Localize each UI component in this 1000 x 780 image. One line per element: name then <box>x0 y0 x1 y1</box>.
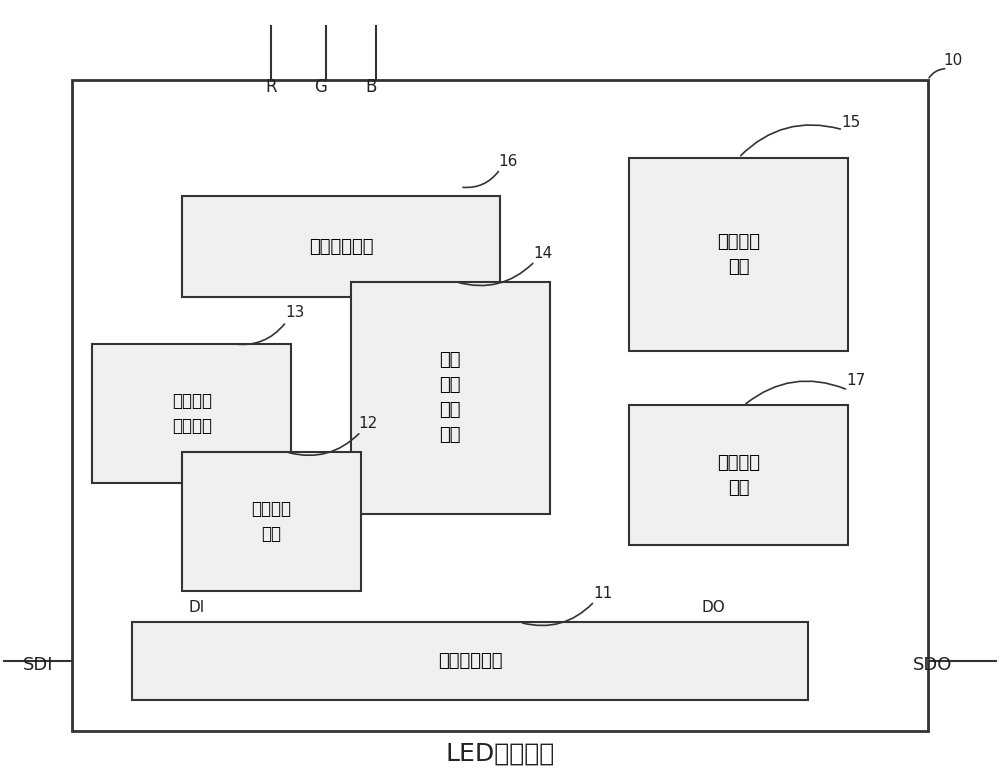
Text: 恒流驱动单元: 恒流驱动单元 <box>309 238 373 256</box>
Text: 10: 10 <box>944 53 963 68</box>
Text: 14: 14 <box>534 246 553 261</box>
FancyBboxPatch shape <box>351 282 550 514</box>
Text: DO: DO <box>702 600 726 615</box>
Text: 12: 12 <box>359 416 378 431</box>
Text: 11: 11 <box>593 586 613 601</box>
Text: 13: 13 <box>285 305 305 321</box>
Text: G: G <box>315 78 327 96</box>
Text: 分配调制单元: 分配调制单元 <box>438 652 502 670</box>
Text: 15: 15 <box>841 115 860 129</box>
Text: SDO: SDO <box>913 656 952 674</box>
FancyBboxPatch shape <box>182 452 361 591</box>
Text: B: B <box>365 78 376 96</box>
Text: 信号整形
单元: 信号整形 单元 <box>251 500 291 543</box>
Text: 16: 16 <box>498 154 517 169</box>
FancyBboxPatch shape <box>132 622 808 700</box>
FancyBboxPatch shape <box>92 343 291 483</box>
Text: LED驱动模块: LED驱动模块 <box>445 742 555 766</box>
Text: DI: DI <box>189 600 205 615</box>
Text: 信号放大
移位单元: 信号放大 移位单元 <box>172 392 212 434</box>
Text: 信号
分析
选择
单元: 信号 分析 选择 单元 <box>440 351 461 445</box>
Text: 信号再生
单元: 信号再生 单元 <box>717 454 760 497</box>
FancyBboxPatch shape <box>629 406 848 545</box>
Text: R: R <box>265 78 277 96</box>
FancyBboxPatch shape <box>629 158 848 351</box>
Text: SDI: SDI <box>23 656 53 674</box>
FancyBboxPatch shape <box>72 80 928 731</box>
Text: 17: 17 <box>846 374 865 388</box>
Text: 数据读取
单元: 数据读取 单元 <box>717 233 760 276</box>
FancyBboxPatch shape <box>182 197 500 297</box>
